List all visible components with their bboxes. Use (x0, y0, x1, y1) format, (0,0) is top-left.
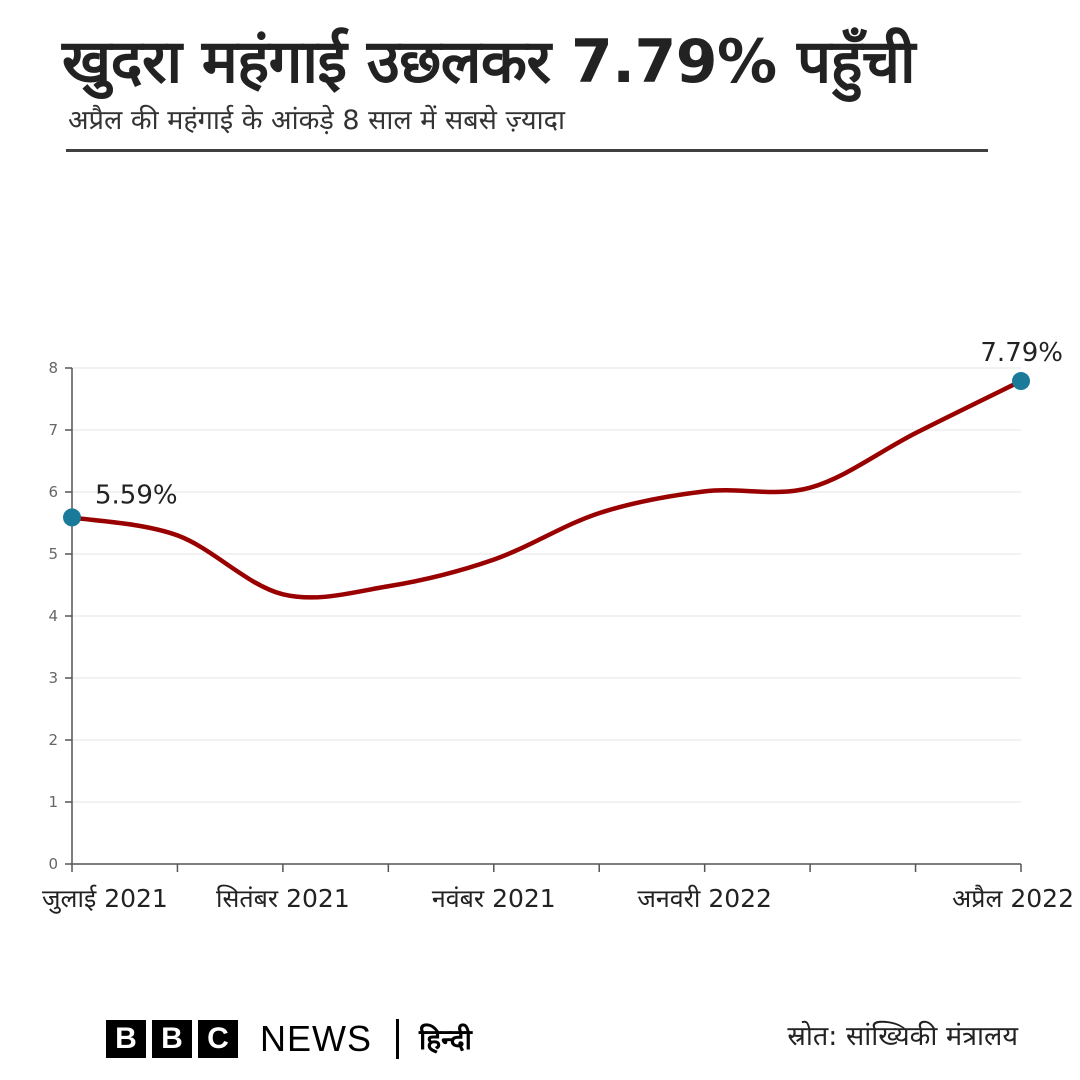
bbc-news-hindi-logo: B B C NEWS हिन्दी (106, 1018, 472, 1060)
bbc-logo-letter-c: C (198, 1020, 238, 1058)
y-tick-label-2: 2 (48, 731, 58, 749)
x-tick-label-6: जनवरी 2022 (637, 884, 772, 913)
bbc-logo-letter-b1: B (106, 1020, 146, 1058)
y-tick-label-7: 7 (48, 421, 58, 439)
line-chart: 0 1 2 3 4 5 6 7 8 जुलाई 2021 सितंबर 2021 नवंबर 2021… (42, 338, 1074, 914)
y-tick-label-8: 8 (48, 359, 58, 377)
logo-separator (396, 1019, 399, 1059)
x-tick-label-0: जुलाई 2021 (42, 884, 168, 914)
news-wordmark: NEWS (260, 1018, 372, 1059)
y-tick-label-5: 5 (48, 545, 58, 563)
chart-subtitle: अप्रैल की महंगाई के आंकड़े 8 साल में सबस… (68, 105, 565, 136)
data-label-9: 7.79% (980, 338, 1063, 368)
data-point-9 (1012, 372, 1030, 391)
chart-title: खुदरा महंगाई उछलकर 7.79% पहुँची (62, 27, 916, 97)
title-divider (66, 149, 988, 152)
y-tick-label-1: 1 (48, 793, 58, 811)
bbc-logo-letter-b2: B (152, 1020, 192, 1058)
y-tick-label-0: 0 (48, 855, 58, 873)
x-tick-label-4: नवंबर 2021 (432, 884, 556, 913)
hindi-wordmark: हिन्दी (419, 1023, 472, 1056)
x-tick-label-2: सितंबर 2021 (216, 884, 350, 913)
data-label-0: 5.59% (95, 480, 178, 510)
source-note: स्रोत: सांख्यिकी मंत्रालय (787, 1021, 1018, 1052)
y-tick-label-4: 4 (48, 607, 58, 625)
x-tick-label-9: अप्रैल 2022 (952, 884, 1074, 913)
y-tick-label-3: 3 (48, 669, 58, 687)
y-tick-label-6: 6 (48, 483, 58, 501)
data-point-0 (63, 508, 81, 527)
series-line-inflation (69, 378, 1024, 600)
